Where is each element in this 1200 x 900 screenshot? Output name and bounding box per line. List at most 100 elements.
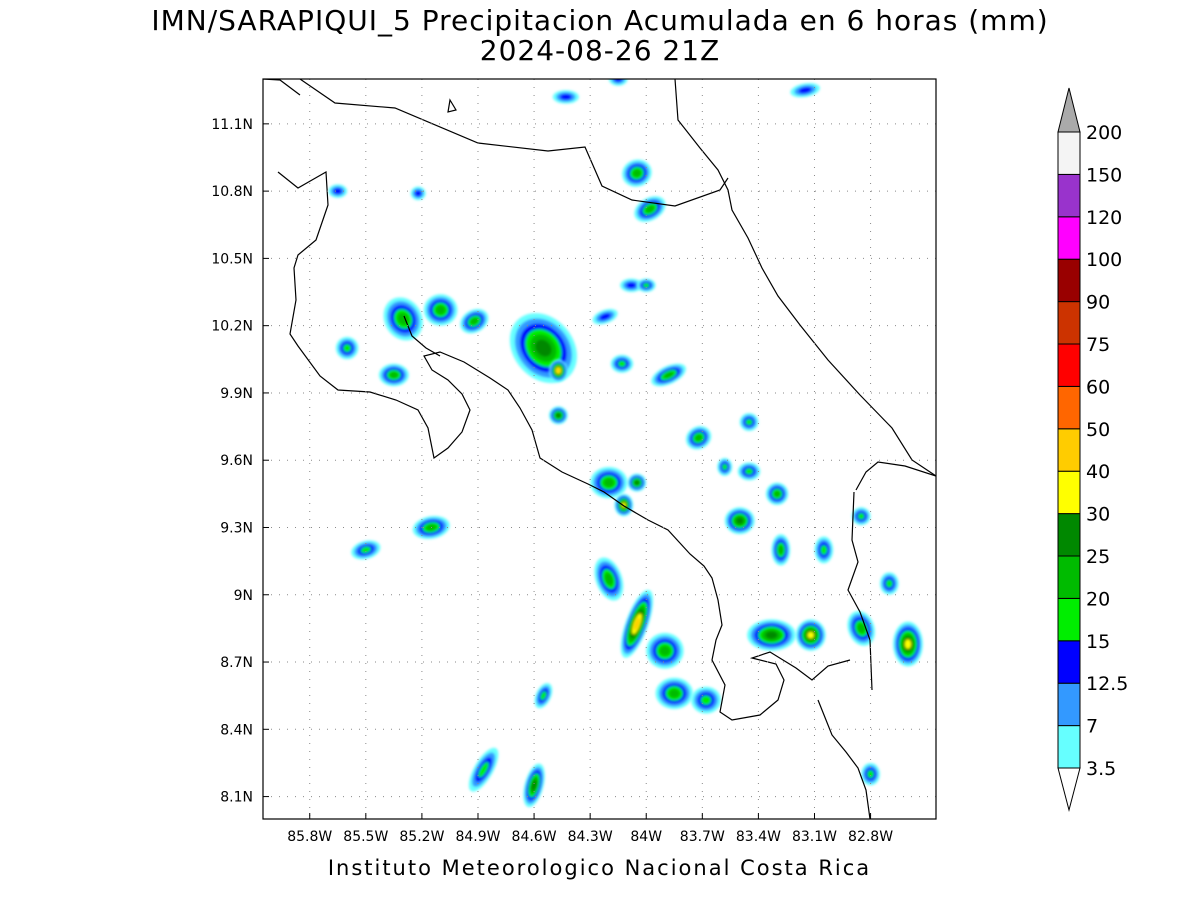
lat-tick-label: 8.1N xyxy=(220,790,253,806)
precip-contour xyxy=(540,691,547,701)
precip-cell xyxy=(765,482,789,506)
precip-contour xyxy=(798,87,812,94)
precip-cell xyxy=(410,186,426,201)
precip-contour xyxy=(599,313,611,321)
legend-label: 15 xyxy=(1086,631,1110,653)
precip-contour xyxy=(886,579,893,588)
lon-tick-label: 84.9W xyxy=(455,829,500,845)
precip-cell xyxy=(634,196,666,222)
precip-contour xyxy=(857,623,866,634)
coast-caribbean xyxy=(674,79,936,477)
credit-text: Instituto Meteorologico Nacional Costa R… xyxy=(327,856,872,880)
lat-tick-label: 11.1N xyxy=(211,117,253,133)
precip-cell xyxy=(592,308,618,325)
precip-contour xyxy=(700,695,712,705)
precip-contour xyxy=(736,517,744,525)
precip-cell xyxy=(383,297,423,341)
precip-cell xyxy=(737,462,761,481)
legend-swatch xyxy=(1057,682,1081,727)
precip-cell xyxy=(590,466,628,499)
precip-cell xyxy=(620,278,643,293)
precip-contour xyxy=(333,188,342,195)
lon-tick-label: 83.4W xyxy=(736,829,781,845)
color-legend: 3.5 7 12.5 15 20 25 30 40 50 60 75 90 100 120 150 200 xyxy=(1057,87,1128,812)
precip-cell xyxy=(851,507,871,526)
precip-cell xyxy=(879,572,899,595)
precip-cell xyxy=(335,336,359,360)
precip-contour xyxy=(435,305,446,315)
legend-swatch xyxy=(1057,131,1081,175)
precip-contour xyxy=(560,93,572,100)
legend-under-triangle xyxy=(1057,767,1081,812)
precip-contour xyxy=(604,572,613,586)
lat-tick-label: 9.6N xyxy=(220,453,253,469)
precip-cell xyxy=(636,278,656,293)
border-panama xyxy=(847,491,873,691)
precip-cell xyxy=(795,619,826,651)
precip-cell xyxy=(771,534,791,566)
precip-cell xyxy=(549,359,568,382)
precip-cell xyxy=(534,683,553,709)
lat-tick-label: 10.8N xyxy=(211,184,253,200)
coast-pacific-north xyxy=(277,171,851,721)
legend-swatch xyxy=(1057,470,1081,515)
precip-cell xyxy=(739,413,759,432)
precip-cell xyxy=(893,621,923,667)
legend-label: 120 xyxy=(1086,207,1122,229)
lon-tick-label: 85.5W xyxy=(343,829,388,845)
precip-cell xyxy=(717,457,733,476)
map-grid xyxy=(263,79,936,819)
precip-contour xyxy=(904,639,912,649)
legend-swatch xyxy=(1057,428,1081,472)
precip-contour xyxy=(694,434,703,442)
precip-contour xyxy=(470,317,479,325)
legend-label: 90 xyxy=(1086,292,1110,314)
precip-cell xyxy=(861,762,880,786)
precip-contour xyxy=(531,780,537,791)
lon-tick-label: 85.2W xyxy=(399,829,444,845)
precip-contour xyxy=(632,169,642,178)
precip-cell xyxy=(378,363,409,387)
lat-tick-label: 10.2N xyxy=(211,319,253,335)
precip-contour xyxy=(634,480,640,485)
island xyxy=(447,98,457,113)
precip-cell xyxy=(610,354,634,373)
map-title: IMN/SARAPIQUI_5 Precipitacion Acumulada … xyxy=(151,4,1049,37)
precip-contour xyxy=(807,631,814,639)
legend-swatch xyxy=(1057,385,1081,430)
legend-swatch xyxy=(1057,301,1081,345)
precip-cell xyxy=(328,184,348,198)
legend-swatch xyxy=(1057,725,1081,769)
precip-cell xyxy=(622,159,652,187)
legend-label: 7 xyxy=(1086,716,1098,738)
precip-cell xyxy=(552,90,579,104)
precipitation-field xyxy=(328,79,923,808)
precip-contour xyxy=(614,79,623,82)
precip-contour xyxy=(633,617,640,631)
legend-label: 75 xyxy=(1086,334,1110,356)
precip-cell xyxy=(651,363,687,387)
precip-cell xyxy=(724,507,755,535)
legend-label: 200 xyxy=(1086,122,1122,144)
lat-tick-label: 9.3N xyxy=(220,520,253,536)
legend-label: 50 xyxy=(1086,419,1110,441)
precip-cell xyxy=(620,589,654,658)
legend-swatch xyxy=(1057,555,1081,599)
precip-cell xyxy=(509,313,577,384)
precip-cell xyxy=(594,557,624,601)
precip-contour xyxy=(659,645,671,656)
lat-tick-label: 8.7N xyxy=(220,655,253,671)
precip-contour xyxy=(857,513,865,520)
precip-contour xyxy=(389,371,399,379)
legend-swatch xyxy=(1057,513,1081,557)
precip-contour xyxy=(618,360,626,367)
lon-tick-label: 82.8W xyxy=(848,829,893,845)
precip-contour xyxy=(778,545,784,555)
precip-cell xyxy=(460,308,489,334)
legend-swatch xyxy=(1057,640,1081,684)
legend-label: 30 xyxy=(1086,504,1110,526)
precip-contour xyxy=(414,190,422,197)
precip-cell xyxy=(691,686,722,714)
legend-swatch xyxy=(1057,258,1081,303)
